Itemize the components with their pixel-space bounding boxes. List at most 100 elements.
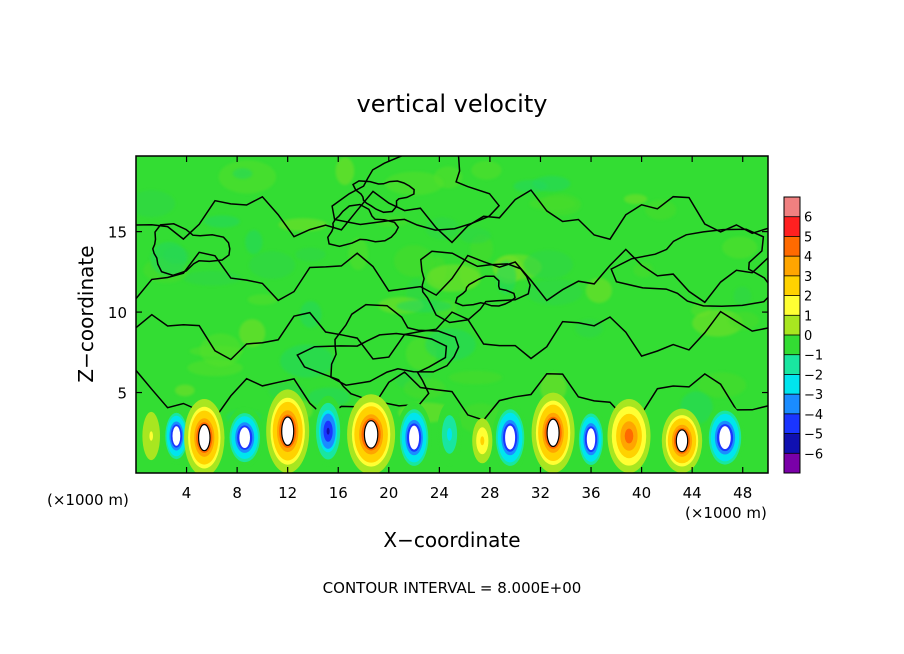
colorbar-swatch <box>784 354 800 375</box>
y-axis: 5 10 15 <box>108 224 768 403</box>
x-tick-label: 16 <box>329 484 348 502</box>
contour-line <box>610 228 768 308</box>
background-contours <box>136 156 768 421</box>
x-unit-label-left: (×1000 m) <box>47 491 129 509</box>
y-axis-label: Z−coordinate <box>74 245 98 382</box>
background-patch <box>513 179 548 193</box>
x-tick-label: 12 <box>278 484 297 502</box>
colorbar-label: 6 <box>804 211 812 226</box>
plot-area <box>136 156 768 473</box>
contour-line <box>136 310 768 361</box>
background-patch <box>575 319 603 338</box>
velocity-core <box>363 420 379 449</box>
background-patch <box>733 286 752 306</box>
x-tick-label: 40 <box>632 484 651 502</box>
background-patch <box>150 241 187 276</box>
velocity-cell <box>492 402 528 473</box>
velocity-cell <box>347 394 396 473</box>
colorbar-swatch <box>784 453 800 474</box>
background-patch <box>393 245 434 277</box>
background-patch <box>526 279 583 306</box>
background-patch <box>136 190 175 218</box>
velocity-core <box>281 416 295 446</box>
y-tick-label: 15 <box>108 224 127 242</box>
velocity-cell <box>607 399 651 473</box>
velocity-core <box>505 425 516 450</box>
colorbar-label: 4 <box>804 250 812 265</box>
colorbar-swatch <box>784 216 800 237</box>
velocity-cell <box>312 395 344 467</box>
velocity-core <box>719 426 731 450</box>
contour-interval-note: CONTOUR INTERVAL = 8.000E+00 <box>323 579 582 597</box>
contour-line <box>454 275 516 307</box>
velocity-cell <box>225 407 264 469</box>
velocity-cell <box>396 402 432 473</box>
background-patch <box>335 157 355 186</box>
background-patch <box>496 260 517 295</box>
x-axis-label: X−coordinate <box>383 528 520 552</box>
background-patch <box>426 264 481 292</box>
colorbar: 6 5 4 3 2 1 0 −1 −2 −3 −4 −5 −6 <box>783 196 823 474</box>
colorbar-label: 1 <box>804 309 812 324</box>
colorbar-swatch <box>784 413 800 434</box>
x-tick-label: 36 <box>581 484 600 502</box>
background-patch <box>471 160 502 180</box>
chart-title: vertical velocity <box>357 90 548 118</box>
colorbar-swatch <box>784 374 800 395</box>
x-tick-label: 32 <box>531 484 550 502</box>
velocity-band <box>481 438 484 444</box>
plot-frame <box>135 155 769 474</box>
velocity-cell <box>436 402 463 467</box>
x-tick-label: 8 <box>232 484 242 502</box>
x-axis: 4 8 12 16 20 24 28 32 36 40 44 48 <box>182 156 752 502</box>
velocity-cell <box>531 392 575 473</box>
velocity-band <box>626 432 632 440</box>
velocity-cell <box>575 407 607 472</box>
background-patch <box>425 217 460 240</box>
velocity-band <box>150 433 153 439</box>
background-patch <box>248 251 296 279</box>
colorbar-label: −4 <box>804 408 823 423</box>
background-patch <box>280 344 334 378</box>
x-tick-label: 20 <box>379 484 398 502</box>
colorbar-label: −6 <box>804 447 823 462</box>
background-patch <box>295 247 326 262</box>
colorbar-swatch <box>784 394 800 415</box>
colorbar-swatch <box>784 197 800 218</box>
background-patch <box>722 236 758 259</box>
velocity-core <box>198 423 211 452</box>
contour-line <box>136 189 768 244</box>
background-patch <box>459 227 491 244</box>
velocity-core <box>546 418 560 448</box>
background-patch <box>448 370 503 385</box>
background-patch <box>396 299 453 313</box>
velocity-cell <box>162 407 191 465</box>
velocity-core <box>586 428 596 451</box>
colorbar-label: −1 <box>804 349 823 364</box>
background-patch <box>692 309 743 337</box>
y-tick-label: 5 <box>117 385 127 403</box>
contour-line <box>136 248 768 304</box>
colorbar-label: 5 <box>804 230 812 245</box>
velocity-band <box>448 431 451 438</box>
velocity-core <box>239 427 250 448</box>
background-patch <box>529 196 576 211</box>
colorbar-label: 0 <box>804 329 812 344</box>
velocity-core <box>675 429 689 453</box>
background-patch <box>232 168 253 179</box>
background-patch <box>633 262 654 278</box>
y-tick-label: 10 <box>108 304 127 322</box>
contour-line <box>136 369 768 421</box>
background-patch <box>239 319 266 347</box>
background-patch <box>425 328 476 361</box>
contour-line <box>330 303 460 386</box>
colorbar-swatch <box>784 256 800 277</box>
x-tick-label: 28 <box>480 484 499 502</box>
background-patch <box>245 229 263 255</box>
colorbar-label: −2 <box>804 368 823 383</box>
colorbar-swatch <box>784 315 800 336</box>
velocity-cell <box>661 408 703 473</box>
background-patch <box>183 270 242 286</box>
velocity-cell <box>266 389 310 473</box>
